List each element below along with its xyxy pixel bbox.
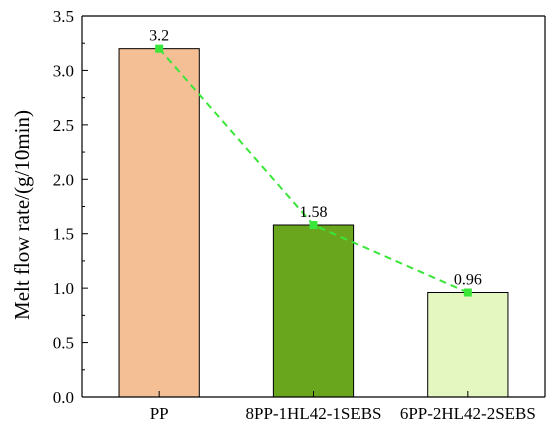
bar-0 — [118, 48, 200, 398]
x-tick-label-2: 6PP-2HL42-2SEBS — [400, 404, 536, 423]
y-tick-label-6: 3.0 — [53, 61, 74, 80]
data-label-0: 3.2 — [149, 28, 169, 45]
trend-marker-2 — [463, 288, 472, 297]
trend-marker-1 — [309, 221, 318, 230]
bar-1 — [272, 224, 355, 398]
axes-layer: 0.0 0.5 1.0 1.5 2.0 2.5 3.0 3.5 PP 8PP-1HL42-1SEB… — [53, 7, 546, 423]
y-tick-label-1: 0.5 — [53, 334, 74, 353]
y-tick-label-0: 0.0 — [53, 388, 74, 407]
data-labels-layer: 3.2 1.58 0.96 — [149, 28, 482, 289]
y-axis-title: Melt flow rate/(g/10min) — [10, 110, 34, 320]
y-tick-label-2: 1.0 — [53, 279, 74, 298]
bar-2 — [427, 291, 509, 398]
data-label-2: 0.96 — [454, 271, 482, 288]
trend-line-layer — [155, 44, 472, 297]
data-label-1: 1.58 — [300, 204, 328, 221]
y-tick-label-7: 3.5 — [53, 7, 74, 26]
y-tick-label-3: 1.5 — [53, 225, 74, 244]
trend-marker-0 — [155, 44, 164, 53]
y-tick-label-4: 2.0 — [53, 170, 74, 189]
x-tick-label-1: 8PP-1HL42-1SEBS — [245, 404, 381, 423]
y-tick-label-5: 2.5 — [53, 116, 74, 135]
x-tick-label-0: PP — [150, 404, 169, 423]
